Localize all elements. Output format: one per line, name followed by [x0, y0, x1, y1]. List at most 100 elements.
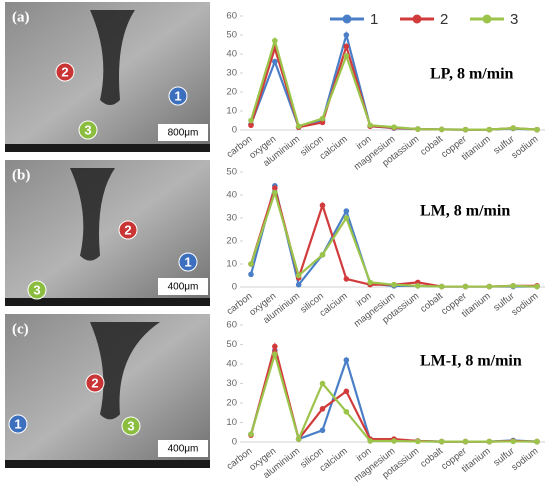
scale-box	[158, 278, 208, 295]
data-point	[295, 281, 302, 288]
point-marker-label: 2	[61, 64, 68, 79]
scale-box	[158, 440, 208, 457]
panel-label: (c)	[12, 321, 29, 337]
legend-dot	[412, 14, 422, 24]
y-tick-label: 40	[226, 359, 237, 370]
y-tick-label: 50	[226, 167, 237, 178]
legend-dot	[342, 14, 352, 24]
data-point	[534, 438, 540, 445]
series-line	[249, 185, 537, 288]
point-marker	[121, 416, 141, 436]
point-marker-label: 3	[127, 418, 134, 433]
data-point	[343, 208, 350, 214]
sem-crack	[70, 168, 115, 261]
data-point	[272, 58, 278, 65]
legend-label: 1	[370, 11, 378, 28]
data-point	[391, 124, 397, 130]
y-tick-label: 10	[226, 106, 237, 117]
data-point	[272, 343, 278, 350]
data-point	[343, 408, 350, 415]
data-point	[534, 126, 540, 133]
sem-crack	[90, 322, 160, 420]
data-point	[343, 32, 350, 38]
legend-label: 2	[440, 11, 448, 28]
data-point	[319, 115, 326, 122]
sem-crack	[90, 10, 135, 105]
data-point	[272, 351, 278, 358]
annotation: LM, 8 m/min	[420, 203, 510, 220]
data-point	[415, 283, 421, 289]
data-point	[295, 123, 302, 129]
panel-label: (b)	[12, 167, 30, 183]
point-marker-label: 3	[84, 122, 91, 137]
data-point	[415, 126, 421, 132]
data-point	[343, 388, 350, 395]
point-marker-label: 2	[124, 222, 131, 237]
data-point	[248, 117, 254, 124]
y-tick-label: 0	[232, 437, 237, 448]
data-point	[319, 252, 326, 258]
legend-label: 3	[510, 11, 518, 28]
sem-footer	[5, 298, 210, 306]
point-marker	[78, 120, 98, 140]
data-point	[367, 438, 373, 444]
scale-label: 400μm	[168, 282, 199, 293]
data-point	[248, 431, 254, 438]
data-point	[295, 272, 302, 279]
data-point	[462, 126, 469, 133]
y-tick-label: 20	[226, 398, 237, 409]
point-marker-label: 1	[184, 254, 191, 269]
data-point	[272, 185, 278, 191]
data-point	[319, 427, 326, 434]
y-tick-label: 50	[226, 339, 237, 350]
y-tick-label: 40	[226, 49, 237, 60]
annotation: LP, 8 m/min	[430, 66, 514, 83]
data-point	[486, 126, 493, 133]
point-marker-label: 3	[33, 282, 40, 297]
data-point	[438, 283, 445, 290]
x-tick-label: sodium	[509, 291, 540, 319]
data-point	[486, 283, 493, 290]
data-point	[510, 438, 516, 445]
data-point	[248, 122, 254, 129]
data-point	[319, 406, 326, 412]
data-point	[486, 438, 493, 445]
point-marker-label: 2	[91, 375, 98, 390]
scale-label: 400μm	[168, 444, 199, 455]
point-marker	[85, 373, 105, 393]
data-point	[510, 125, 516, 131]
point-marker	[8, 414, 28, 434]
y-tick-label: 30	[226, 68, 237, 79]
y-tick-label: 60	[226, 320, 237, 331]
data-point	[272, 189, 278, 196]
y-tick-label: 10	[226, 417, 237, 428]
sem-footer	[5, 144, 210, 152]
data-point	[510, 283, 516, 289]
data-point	[438, 438, 445, 445]
scale-box	[158, 124, 208, 141]
sem-footer	[5, 460, 210, 468]
data-point	[295, 436, 302, 442]
point-marker	[55, 62, 75, 82]
y-tick-label: 30	[226, 213, 237, 224]
legend-dot	[482, 14, 492, 24]
y-tick-label: 30	[226, 378, 237, 389]
y-tick-label: 20	[226, 87, 237, 98]
data-point	[343, 53, 350, 59]
point-marker	[27, 280, 47, 300]
y-tick-label: 0	[232, 282, 237, 293]
data-point	[248, 271, 254, 278]
point-marker	[168, 86, 188, 106]
data-point	[319, 380, 326, 387]
annotation: LM-I, 8 m/min	[420, 353, 522, 370]
y-tick-label: 40	[226, 190, 237, 201]
scale-label: 800μm	[168, 128, 199, 139]
panel-label: (a)	[12, 9, 30, 25]
data-point	[343, 215, 350, 221]
x-tick-label: sodium	[509, 134, 540, 162]
data-point	[319, 202, 326, 209]
y-tick-label: 50	[226, 30, 237, 41]
y-tick-label: 20	[226, 236, 237, 247]
data-point	[534, 283, 540, 290]
